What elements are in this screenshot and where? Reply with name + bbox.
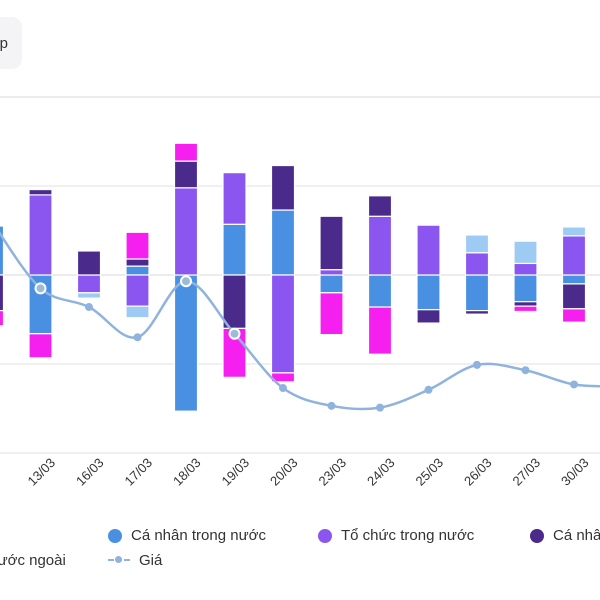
bar-segment[interactable] [173,274,199,412]
legend-item-to-chuc-nuoc-ngoai[interactable]: Tổ chức nước ngoài [0,552,66,569]
bar-segment[interactable] [0,310,5,327]
bar-segment[interactable] [222,274,247,330]
bar-segment[interactable] [28,188,53,196]
x-tick-label: 26/03 [461,455,495,489]
x-tick-label: 20/03 [267,455,301,489]
bar-segment[interactable] [416,274,441,311]
bar-segment[interactable] [76,250,102,276]
price-point[interactable] [279,384,287,393]
bar-segment[interactable] [464,274,490,312]
x-tick-label: 17/03 [122,455,156,489]
bar-segment[interactable] [270,209,296,276]
bar-segment[interactable] [319,274,344,294]
price-point[interactable] [85,303,93,312]
x-tick-label: 18/03 [170,455,204,489]
chart-title: Y [0,118,1,144]
bar-segment[interactable] [513,262,538,276]
bar-segment[interactable] [125,258,150,267]
bar-segment[interactable] [76,274,102,294]
price-point[interactable] [34,282,47,295]
bar-segment[interactable] [319,215,344,271]
price-point[interactable] [180,275,192,288]
x-tick-label: 23/03 [316,455,350,489]
price-point[interactable] [521,366,530,375]
bar-segment[interactable] [367,306,393,355]
legend-label: Cá nhân trong nước [131,527,266,544]
bar-segment[interactable] [367,195,393,217]
bar-segment[interactable] [416,309,441,324]
section-divider [0,96,600,98]
bar-segment[interactable] [319,292,344,336]
price-point[interactable] [133,333,142,342]
bar-segment[interactable] [28,333,53,359]
x-tick-label: 19/03 [219,455,253,489]
bar-segment[interactable] [0,225,5,276]
price-point[interactable] [424,385,433,394]
x-tick-label: 27/03 [510,455,544,489]
bar-segment[interactable] [125,274,150,307]
bar-segment[interactable] [464,310,490,315]
bar-segment[interactable] [76,292,102,299]
bar-segment[interactable] [561,274,587,285]
bar-segment[interactable] [513,274,538,303]
bar-segment[interactable] [173,160,199,189]
chart-legend: Cá nhân trong nước Tổ chức trong nước Cá… [0,522,600,582]
price-point[interactable] [376,403,384,412]
bar-segment[interactable] [561,308,587,323]
legend-label: Cá nhân nước ngoài [553,527,600,544]
bar-segment[interactable] [464,252,490,276]
bar-segment[interactable] [173,142,199,162]
legend-line-icon [108,555,130,563]
price-point[interactable] [570,380,578,389]
legend-dot-icon [530,528,544,543]
bar-segment[interactable] [0,274,5,312]
bar-segment[interactable] [464,234,490,254]
bar-segment[interactable] [561,226,587,237]
filter-button[interactable]: p [0,17,22,69]
x-tick-label: 13/03 [25,455,59,489]
filter-button-label: p [0,34,8,52]
bar-segment[interactable] [173,187,199,276]
bar-segment[interactable] [561,235,587,276]
legend-item-gia[interactable]: Giá [108,552,162,569]
bar-segment[interactable] [513,301,538,307]
bar-segment[interactable] [513,305,538,313]
bar-segment[interactable] [319,269,344,276]
x-tick-label: 24/03 [364,455,398,489]
bar-segment[interactable] [222,172,247,225]
price-point[interactable] [473,360,481,369]
bar-segment[interactable] [367,215,393,276]
legend-dot-icon [318,528,332,543]
legend-item-to-chuc-trong-nuoc[interactable]: Tổ chức trong nước [318,527,474,544]
price-point[interactable] [228,327,241,340]
bar-segment[interactable] [125,305,150,319]
bar-segment[interactable] [222,223,247,276]
legend-item-ca-nhan-trong-nuoc[interactable]: Cá nhân trong nước [108,527,266,544]
legend-label: Tổ chức trong nước [341,527,475,544]
stacked-bar-chart: 13/03 16/03 17/03 18/03 19/03 20/03 23/03 24/03… [0,142,600,489]
price-point[interactable] [327,401,336,410]
x-tick-label: 25/03 [413,455,447,489]
bar-segment[interactable] [270,274,296,374]
legend-label: Tổ chức nước ngoài [0,552,66,569]
bar-segment[interactable] [561,283,587,310]
bar-segment[interactable] [367,274,393,308]
legend-item-ca-nhan-nuoc-ngoai[interactable]: Cá nhân nước ngoài [530,527,600,544]
legend-label: Giá [139,552,163,569]
x-tick-label: 16/03 [73,455,107,489]
bar-segment[interactable] [416,224,441,276]
price-line [0,231,600,411]
legend-dot-icon [108,528,122,543]
bar-segment[interactable] [270,164,296,211]
bar-segment[interactable] [125,231,150,260]
bar-segment[interactable] [513,240,538,265]
bar-segment[interactable] [125,265,150,276]
bar-segment[interactable] [28,194,53,276]
x-tick-label: 30/03 [558,455,592,489]
